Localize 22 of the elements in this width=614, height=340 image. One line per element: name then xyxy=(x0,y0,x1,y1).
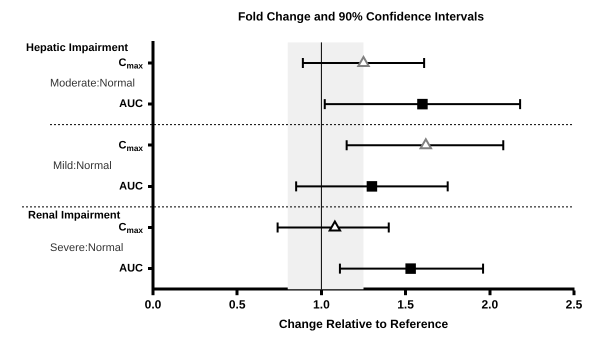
point xyxy=(366,181,378,192)
point xyxy=(417,98,428,110)
x-tick-label: 0.5 xyxy=(228,298,246,312)
x-tick-label: 0.0 xyxy=(144,298,162,312)
text: Hepatic Impairment xyxy=(26,42,128,54)
x-tick-label: 1.0 xyxy=(313,298,330,312)
x-tick-label: 2.0 xyxy=(481,298,498,312)
text: Moderate:Normal xyxy=(50,78,135,90)
chart-title: Fold Change and 90% Confidence Intervals xyxy=(238,10,484,24)
point xyxy=(420,138,432,150)
x-axis-title: Change Relative to Reference xyxy=(278,317,449,332)
text: Severe:Normal xyxy=(50,242,124,254)
y-tick-label: AUC xyxy=(119,262,144,275)
point xyxy=(405,263,416,274)
point xyxy=(328,220,342,232)
y-tick-label: AUC xyxy=(119,98,144,110)
point xyxy=(357,56,370,67)
y-tick-label: AUC xyxy=(119,180,144,192)
text: Mild:Normal xyxy=(53,160,112,172)
text: Renal Impairment xyxy=(28,210,121,222)
x-tick-label: 1.5 xyxy=(397,298,414,312)
x-tick-label: 2.5 xyxy=(566,298,583,312)
